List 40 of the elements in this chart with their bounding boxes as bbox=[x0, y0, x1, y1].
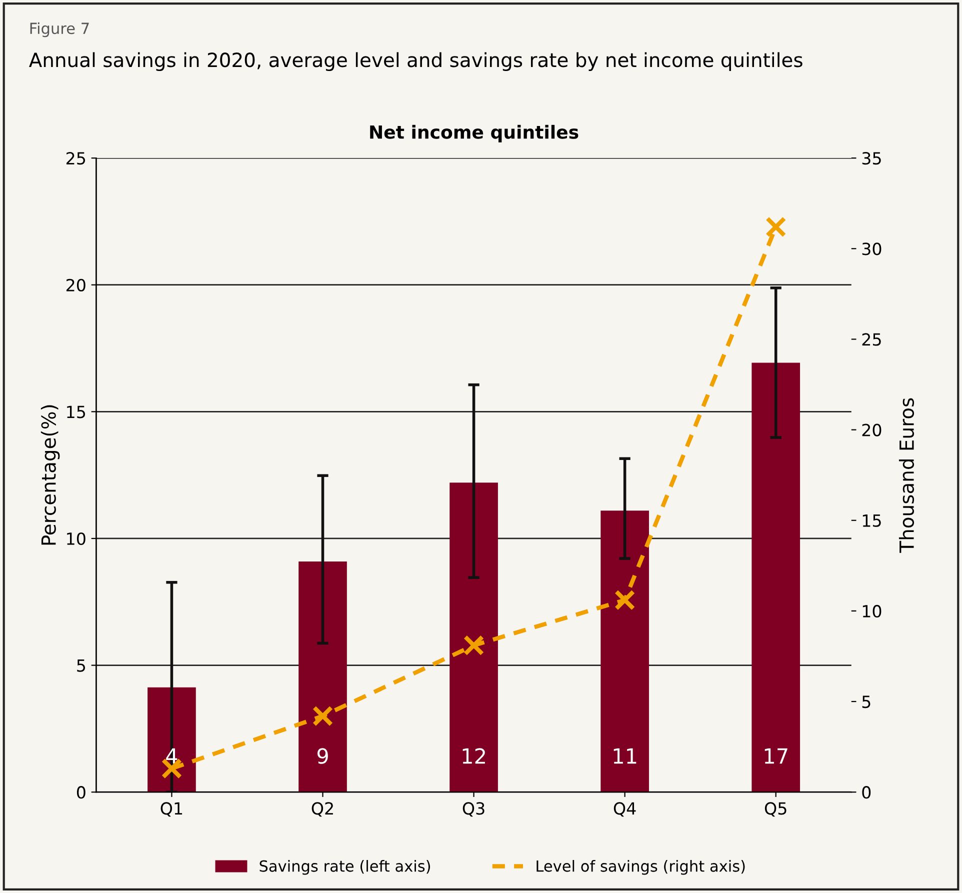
data-label: 11 bbox=[614, 748, 636, 764]
y-tick-label: 15 bbox=[67, 406, 86, 418]
chart-title: Net income quintiles bbox=[370, 124, 578, 142]
y2-tick-label: 25 bbox=[862, 333, 881, 346]
x-tick-label: Q2 bbox=[312, 802, 333, 817]
bar bbox=[752, 362, 800, 792]
y-tick-label: 25 bbox=[66, 152, 86, 165]
point bbox=[765, 216, 786, 238]
legend-label: Level of savings (right axis) bbox=[536, 860, 745, 875]
y2-tick-label: 20 bbox=[862, 424, 882, 436]
y-tick-label: 20 bbox=[66, 278, 86, 292]
x-tick-label: Q1 bbox=[160, 802, 182, 817]
data-label: 12 bbox=[462, 748, 485, 764]
y-axis-title: Percentage(%) bbox=[40, 405, 60, 545]
y2-tick-label: 5 bbox=[862, 696, 870, 708]
text: Annual savings in 2020, average level and savings rate by net income quintiles bbox=[29, 52, 802, 72]
y2-axis-title: Thousand Euros bbox=[898, 398, 914, 553]
x-tick-label: Q5 bbox=[764, 802, 786, 817]
data-label: 9 bbox=[317, 748, 328, 764]
point bbox=[614, 590, 636, 610]
bar bbox=[148, 687, 196, 792]
data-label: 17 bbox=[764, 748, 788, 764]
point bbox=[463, 634, 484, 656]
x-tick-label: Q4 bbox=[614, 802, 636, 817]
y2-tick-label: 0 bbox=[862, 786, 871, 799]
legend-label: Savings rate (left axis) bbox=[260, 860, 430, 875]
y2-tick-label: 35 bbox=[862, 152, 881, 165]
x-tick-label: Q3 bbox=[462, 802, 484, 817]
caption: Figure 7 bbox=[30, 22, 89, 38]
y-tick-label: 0 bbox=[76, 786, 86, 799]
bar bbox=[450, 482, 498, 792]
y2-tick-label: 30 bbox=[862, 242, 882, 256]
point bbox=[312, 706, 334, 726]
y-tick-label: 5 bbox=[77, 659, 86, 672]
y2-tick-label: 10 bbox=[862, 604, 882, 618]
data-label: 4 bbox=[166, 748, 178, 764]
bar bbox=[600, 510, 649, 792]
bar bbox=[298, 562, 347, 792]
y2-tick-label: 15 bbox=[862, 514, 881, 527]
y-tick-label: 10 bbox=[67, 532, 86, 546]
